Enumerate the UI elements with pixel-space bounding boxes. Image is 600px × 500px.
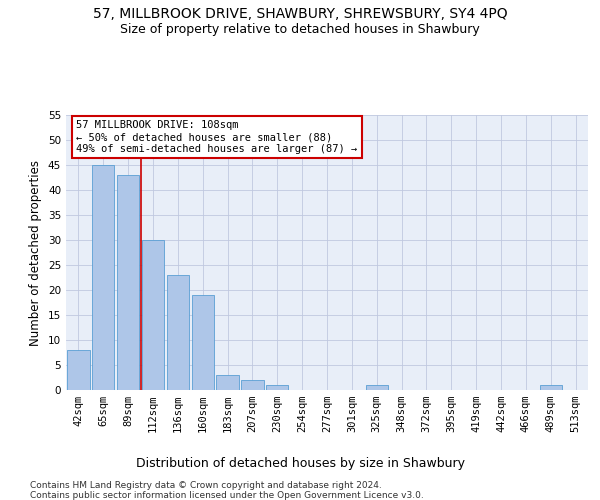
Bar bbox=[241, 380, 263, 390]
Bar bbox=[365, 385, 388, 390]
Bar bbox=[266, 385, 289, 390]
Bar bbox=[191, 295, 214, 390]
Bar bbox=[117, 175, 139, 390]
Bar bbox=[67, 350, 89, 390]
Bar bbox=[92, 165, 115, 390]
Text: Distribution of detached houses by size in Shawbury: Distribution of detached houses by size … bbox=[136, 458, 464, 470]
Text: Contains public sector information licensed under the Open Government Licence v3: Contains public sector information licen… bbox=[30, 491, 424, 500]
Bar bbox=[539, 385, 562, 390]
Text: 57 MILLBROOK DRIVE: 108sqm
← 50% of detached houses are smaller (88)
49% of semi: 57 MILLBROOK DRIVE: 108sqm ← 50% of deta… bbox=[76, 120, 358, 154]
Text: Contains HM Land Registry data © Crown copyright and database right 2024.: Contains HM Land Registry data © Crown c… bbox=[30, 481, 382, 490]
Text: Size of property relative to detached houses in Shawbury: Size of property relative to detached ho… bbox=[120, 22, 480, 36]
Text: 57, MILLBROOK DRIVE, SHAWBURY, SHREWSBURY, SY4 4PQ: 57, MILLBROOK DRIVE, SHAWBURY, SHREWSBUR… bbox=[92, 8, 508, 22]
Bar bbox=[142, 240, 164, 390]
Bar bbox=[167, 275, 189, 390]
Bar bbox=[217, 375, 239, 390]
Y-axis label: Number of detached properties: Number of detached properties bbox=[29, 160, 43, 346]
